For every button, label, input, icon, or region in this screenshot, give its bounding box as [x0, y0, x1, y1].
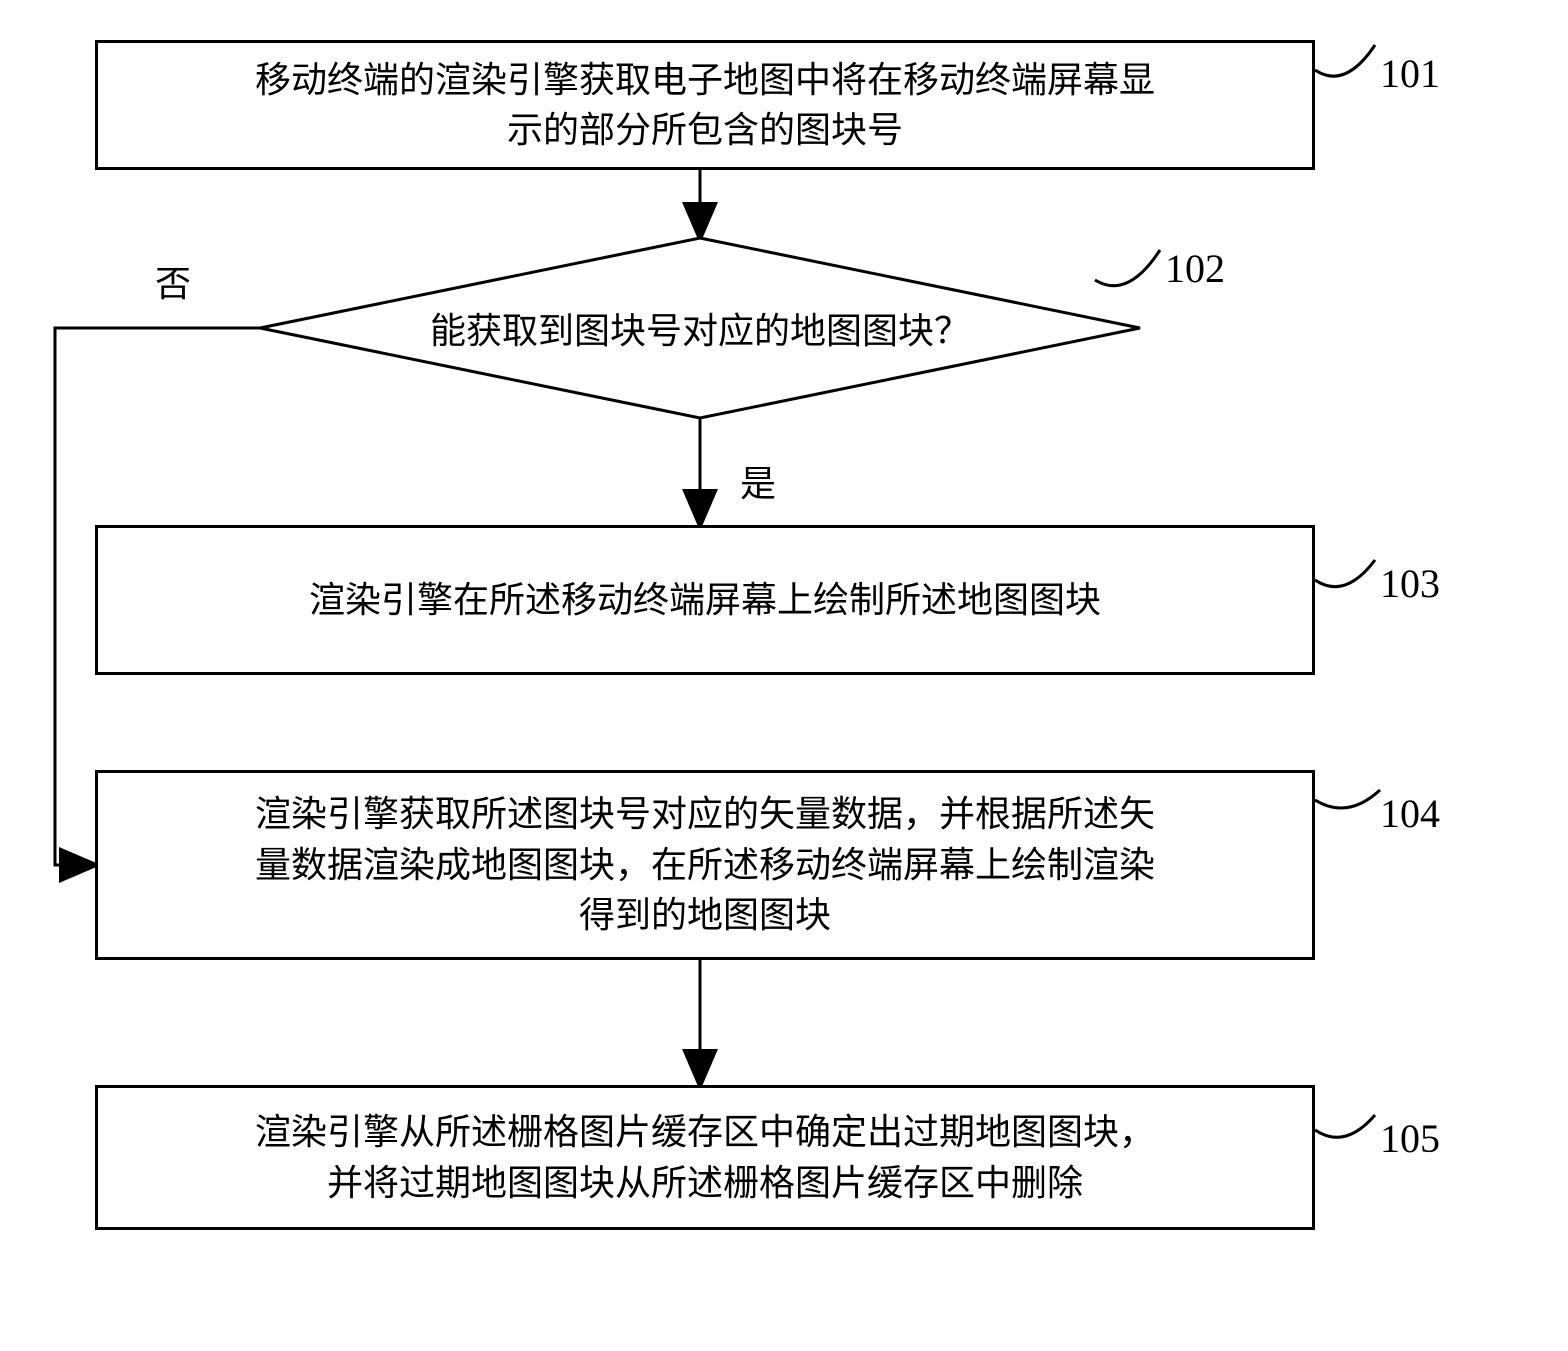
- ref-105-text: 105: [1380, 1116, 1440, 1161]
- process-103-text: 渲染引擎在所述移动终端屏幕上绘制所述地图图块: [309, 575, 1101, 625]
- decision-102-text: 能获取到图块号对应的地图图块？: [430, 302, 970, 354]
- ref-102-text: 102: [1165, 246, 1225, 291]
- ref-101: 101: [1380, 50, 1440, 97]
- flowchart-canvas: 移动终端的渲染引擎获取电子地图中将在移动终端屏幕显示的部分所包含的图块号 能获取…: [0, 0, 1568, 1351]
- decision-102: 能获取到图块号对应的地图图块？: [260, 238, 1140, 418]
- ref-102: 102: [1165, 245, 1225, 292]
- process-101-text: 移动终端的渲染引擎获取电子地图中将在移动终端屏幕显示的部分所包含的图块号: [255, 55, 1155, 156]
- process-101: 移动终端的渲染引擎获取电子地图中将在移动终端屏幕显示的部分所包含的图块号: [95, 40, 1315, 170]
- label-no-text: 否: [155, 264, 191, 304]
- ref-103-text: 103: [1380, 561, 1440, 606]
- process-104-text: 渲染引擎获取所述图块号对应的矢量数据，并根据所述矢量数据渲染成地图图块，在所述移…: [255, 789, 1155, 940]
- process-104: 渲染引擎获取所述图块号对应的矢量数据，并根据所述矢量数据渲染成地图图块，在所述移…: [95, 770, 1315, 960]
- ref-103: 103: [1380, 560, 1440, 607]
- ref-105: 105: [1380, 1115, 1440, 1162]
- process-105: 渲染引擎从所述栅格图片缓存区中确定出过期地图图块，并将过期地图图块从所述栅格图片…: [95, 1085, 1315, 1230]
- label-yes-text: 是: [740, 464, 776, 504]
- ref-101-text: 101: [1380, 51, 1440, 96]
- ref-104: 104: [1380, 790, 1440, 837]
- process-103: 渲染引擎在所述移动终端屏幕上绘制所述地图图块: [95, 525, 1315, 675]
- process-105-text: 渲染引擎从所述栅格图片缓存区中确定出过期地图图块，并将过期地图图块从所述栅格图片…: [255, 1107, 1155, 1208]
- label-no: 否: [155, 255, 191, 307]
- ref-104-text: 104: [1380, 791, 1440, 836]
- label-yes: 是: [740, 455, 776, 507]
